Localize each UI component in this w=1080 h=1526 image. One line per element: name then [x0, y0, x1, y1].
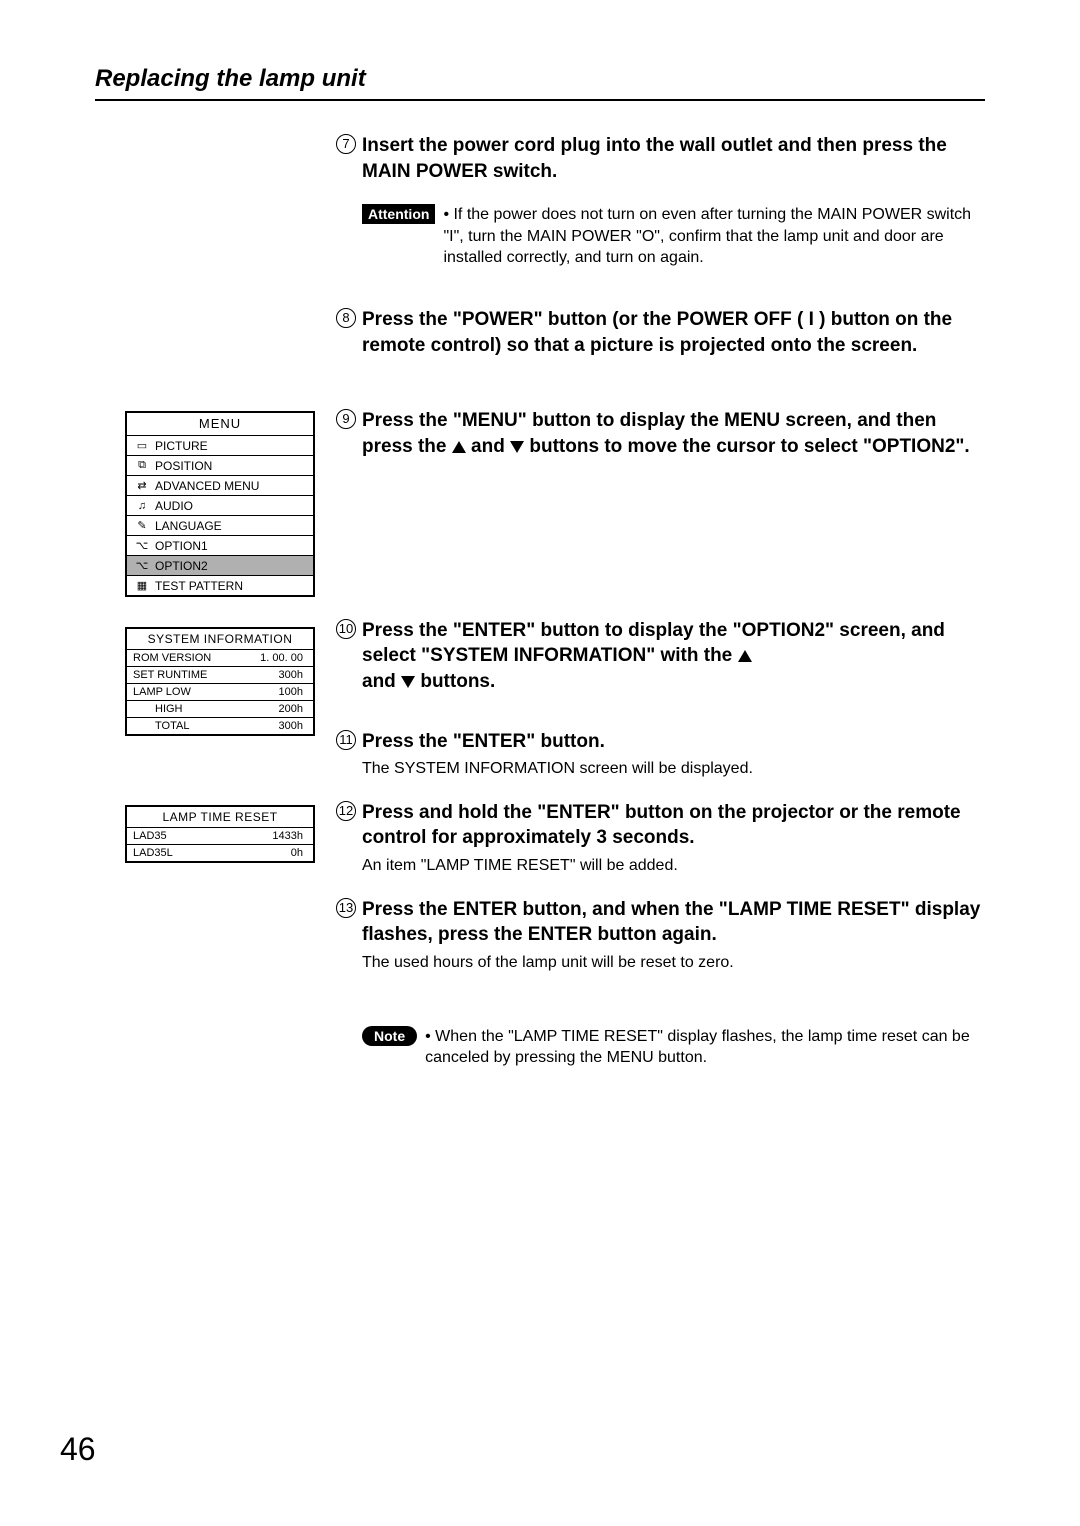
down-arrow-icon	[510, 441, 524, 453]
menu-item-icon: ▦	[133, 579, 151, 592]
down-arrow-icon	[401, 676, 415, 688]
info-row: HIGH 200h	[127, 700, 313, 717]
body-columns: MENU ▭ PICTURE ⧉ POSITION ⇄ ADVANCED MENU ♫ AUD…	[95, 127, 985, 1069]
step-7: 7 Insert the power cord plug into the wa…	[336, 133, 985, 184]
info-row: LAMP LOW 100h	[127, 683, 313, 700]
step-title: Insert the power cord plug into the wall…	[362, 133, 985, 184]
step-number: 11	[336, 730, 356, 750]
menu-row: ⧉ POSITION	[127, 455, 313, 475]
info-value: 300h	[279, 669, 303, 681]
info-row: SET RUNTIME 300h	[127, 666, 313, 683]
menu-item-label: PICTURE	[155, 439, 208, 453]
menu-title: MENU	[127, 413, 313, 435]
step-9: 9 Press the "MENU" button to display the…	[336, 408, 985, 459]
step-text-c: buttons.	[420, 671, 495, 692]
menu-row: ▦ TEST PATTERN	[127, 575, 313, 595]
section-title: Replacing the lamp unit	[95, 65, 985, 101]
attention-text: • If the power does not turn on even aft…	[443, 204, 985, 269]
step-12: 12 Press and hold the "ENTER" button on …	[336, 800, 985, 877]
info-value: 1433h	[272, 830, 303, 842]
step-title: Press the "POWER" button (or the POWER O…	[362, 307, 985, 358]
menu-row: ✎ LANGUAGE	[127, 515, 313, 535]
info-value: 100h	[279, 686, 303, 698]
menu-row: ♫ AUDIO	[127, 495, 313, 515]
page-content: Replacing the lamp unit MENU ▭ PICTURE ⧉ PO…	[95, 65, 985, 1069]
menu-item-label: AUDIO	[155, 499, 193, 513]
step-text-b: and	[362, 671, 401, 692]
step-text-c: buttons to move the cursor to select "OP…	[529, 436, 969, 457]
step-11: 11 Press the "ENTER" button. The SYSTEM …	[336, 729, 985, 780]
step-13: 13 Press the ENTER button, and when the …	[336, 897, 985, 974]
step-text-b: and	[471, 436, 510, 457]
info-row: ROM VERSION 1. 00. 00	[127, 649, 313, 666]
step-title: Press the "MENU" button to display the M…	[362, 408, 985, 459]
info-key: LAD35	[133, 830, 167, 842]
right-column: 7 Insert the power cord plug into the wa…	[330, 127, 985, 1069]
sysinfo-title: SYSTEM INFORMATION	[127, 629, 313, 649]
menu-item-label: OPTION2	[155, 559, 208, 573]
note-callout: Note • When the "LAMP TIME RESET" displa…	[336, 1026, 985, 1069]
info-value: 200h	[279, 703, 303, 715]
menu-row: ⇄ ADVANCED MENU	[127, 475, 313, 495]
attention-callout: Attention • If the power does not turn o…	[336, 204, 985, 269]
step-number: 12	[336, 801, 356, 821]
menu-item-icon: ⌥	[133, 559, 151, 572]
menu-item-icon: ▭	[133, 439, 151, 452]
step-number: 7	[336, 134, 356, 154]
note-text: • When the "LAMP TIME RESET" display fla…	[425, 1026, 985, 1069]
info-row: LAD35 1433h	[127, 827, 313, 844]
menu-row: ⌥ OPTION1	[127, 535, 313, 555]
menu-item-label: TEST PATTERN	[155, 579, 243, 593]
lampreset-screenshot: LAMP TIME RESET LAD35 1433h LAD35L 0h	[125, 805, 315, 863]
info-value: 0h	[291, 847, 303, 859]
menu-item-icon: ♫	[133, 500, 151, 512]
menu-item-label: POSITION	[155, 459, 212, 473]
menu-row: ⌥ OPTION2	[127, 555, 313, 575]
info-key: SET RUNTIME	[133, 669, 207, 681]
step-8: 8 Press the "POWER" button (or the POWER…	[336, 307, 985, 358]
up-arrow-icon	[738, 650, 752, 662]
note-label: Note	[362, 1026, 417, 1046]
step-text-a: Press the "ENTER" button to display the …	[362, 620, 945, 667]
step-title: Press the "ENTER" button.	[362, 729, 985, 755]
step-number: 8	[336, 308, 356, 328]
info-value: 300h	[279, 720, 303, 732]
sysinfo-screenshot: SYSTEM INFORMATION ROM VERSION 1. 00. 00 S…	[125, 627, 315, 736]
step-title: Press the "ENTER" button to display the …	[362, 618, 985, 695]
menu-screenshot: MENU ▭ PICTURE ⧉ POSITION ⇄ ADVANCED MENU ♫ AUD…	[125, 411, 315, 597]
step-subtext: The used hours of the lamp unit will be …	[362, 952, 985, 974]
step-number: 9	[336, 409, 356, 429]
info-row: LAD35L 0h	[127, 844, 313, 861]
info-key: LAD35L	[133, 847, 173, 859]
menu-item-label: ADVANCED MENU	[155, 479, 259, 493]
step-title: Press the ENTER button, and when the "LA…	[362, 897, 985, 948]
info-row: TOTAL 300h	[127, 717, 313, 734]
menu-item-label: LANGUAGE	[155, 519, 222, 533]
menu-item-icon: ✎	[133, 519, 151, 532]
step-number: 10	[336, 619, 356, 639]
menu-item-icon: ⇄	[133, 479, 151, 492]
step-number: 13	[336, 898, 356, 918]
info-value: 1. 00. 00	[260, 652, 303, 664]
menu-row: ▭ PICTURE	[127, 435, 313, 455]
page-number: 46	[60, 1431, 96, 1468]
info-key: HIGH	[155, 703, 183, 715]
step-title: Press and hold the "ENTER" button on the…	[362, 800, 985, 851]
menu-item-label: OPTION1	[155, 539, 208, 553]
info-key: LAMP LOW	[133, 686, 191, 698]
step-10: 10 Press the "ENTER" button to display t…	[336, 618, 985, 695]
menu-item-icon: ⌥	[133, 539, 151, 552]
attention-label: Attention	[362, 204, 435, 224]
lampreset-title: LAMP TIME RESET	[127, 807, 313, 827]
step-subtext: An item "LAMP TIME RESET" will be added.	[362, 855, 985, 877]
info-key: TOTAL	[155, 720, 189, 732]
step-subtext: The SYSTEM INFORMATION screen will be di…	[362, 758, 985, 780]
info-key: ROM VERSION	[133, 652, 211, 664]
menu-item-icon: ⧉	[133, 459, 151, 472]
up-arrow-icon	[452, 441, 466, 453]
